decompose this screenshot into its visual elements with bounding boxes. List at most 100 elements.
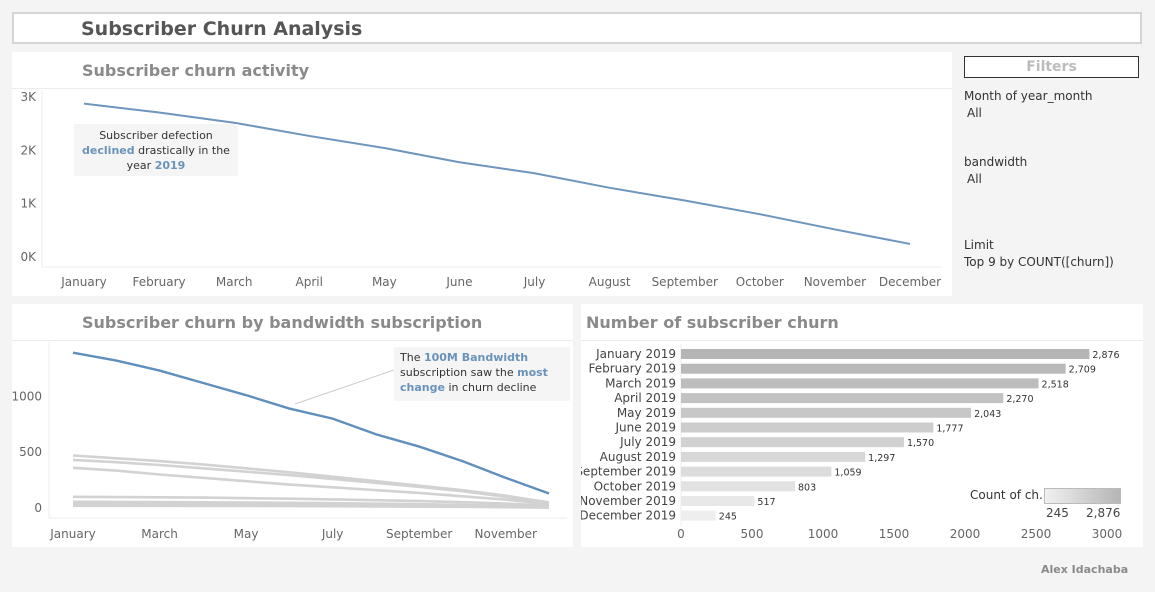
churn-bar — [681, 481, 796, 492]
churn-bar — [681, 393, 1004, 404]
bar-category-label: January 2019 — [595, 347, 676, 361]
bar-category-label: May 2019 — [617, 406, 676, 420]
x-tick-label: November — [804, 275, 866, 289]
x-tick-label: 500 — [741, 527, 764, 541]
x-tick-label: August — [589, 275, 631, 289]
legend-min: 245 — [1046, 506, 1069, 520]
bandwidth-100m-line — [72, 351, 550, 495]
bar-value-label: 803 — [798, 482, 816, 493]
y-tick-label: 1000 — [12, 389, 42, 403]
bar-value-label: 245 — [719, 512, 737, 523]
x-tick-label: 2500 — [1021, 527, 1052, 541]
x-tick-label: September — [386, 527, 452, 541]
x-tick-label: 1500 — [879, 527, 910, 541]
churn-bar — [681, 378, 1039, 389]
churn-bar — [681, 363, 1066, 374]
annotation-highlight: declined — [82, 144, 135, 157]
churn-bar — [681, 407, 972, 418]
bar-value-label: 2,043 — [974, 409, 1001, 420]
churn-activity-annotation: Subscriber defection declined drasticall… — [74, 124, 238, 176]
x-tick-label: January — [60, 275, 107, 289]
annotation-highlight: 100M Bandwidth — [423, 351, 529, 364]
x-tick-label: 2000 — [950, 527, 981, 541]
x-tick-label: 3000 — [1092, 527, 1123, 541]
bar-category-label: February 2019 — [588, 362, 676, 376]
y-tick-label: 0K — [20, 250, 37, 264]
bar-value-label: 2,876 — [1092, 350, 1119, 361]
churn-count-panel[interactable]: Number of subscriber churn January 2019 2… — [581, 304, 1143, 547]
churn-count-chart[interactable]: January 2019 2,876 February 2019 2,709 March… — [581, 304, 1143, 547]
x-tick-label: May — [372, 275, 397, 289]
annotation-text: Subscriber defection — [99, 129, 213, 142]
bar-category-label: July 2019 — [619, 435, 676, 449]
bandwidth-series-line — [72, 458, 550, 505]
bandwidth-series-line — [73, 504, 550, 509]
x-tick-label: July — [523, 275, 546, 289]
x-tick-label: March — [216, 275, 253, 289]
x-tick-label: 0 — [677, 527, 685, 541]
bar-category-label: April 2019 — [614, 391, 676, 405]
bar-category-label: March 2019 — [605, 376, 676, 390]
bar-category-label: September 2019 — [581, 465, 676, 479]
legend-gradient — [1044, 488, 1121, 504]
churn-bar — [681, 451, 866, 462]
x-tick-label: July — [321, 527, 344, 541]
dashboard-title-bar: Subscriber Churn Analysis — [12, 12, 1142, 44]
x-tick-label: February — [132, 275, 185, 289]
bar-category-label: August 2019 — [600, 450, 676, 464]
y-tick-label: 1K — [20, 197, 37, 211]
author-credit: Alex Idachaba — [1041, 563, 1129, 576]
bar-value-label: 1,297 — [868, 453, 895, 464]
bandwidth-series-line — [72, 495, 550, 507]
annotation-pointer — [294, 369, 395, 405]
annotation-text: The — [400, 351, 421, 364]
bar-value-label: 1,570 — [907, 438, 934, 449]
annotation-text: subscription saw the — [400, 366, 514, 379]
churn-series-line — [83, 102, 911, 245]
x-tick-label: October — [736, 275, 784, 289]
x-tick-label: November — [475, 527, 537, 541]
x-tick-label: September — [652, 275, 718, 289]
month-filter-value[interactable]: All — [967, 106, 982, 120]
panel-divider — [581, 340, 1143, 341]
churn-bar — [681, 510, 716, 521]
bar-value-label: 2,518 — [1042, 379, 1069, 390]
x-tick-label: May — [234, 527, 259, 541]
x-tick-label: 1000 — [808, 527, 839, 541]
dashboard-title: Subscriber Churn Analysis — [81, 18, 363, 40]
limit-filter-value[interactable]: Top 9 by COUNT([churn]) — [964, 255, 1114, 269]
panel-divider — [12, 340, 573, 341]
annotation-text: in churn decline — [448, 381, 537, 394]
month-filter-label: Month of year_month — [964, 89, 1093, 103]
bandwidth-title: Subscriber churn by bandwidth subscripti… — [82, 313, 483, 332]
bandwidth-series-line — [72, 454, 550, 504]
filters-header: Filters — [964, 56, 1139, 78]
bar-value-label: 1,059 — [834, 468, 861, 479]
bandwidth-chart[interactable]: 0 500 1000 January March May July September Nove… — [12, 304, 573, 547]
bar-value-label: 2,270 — [1006, 394, 1033, 405]
y-tick-label: 0 — [34, 501, 42, 515]
churn-activity-title: Subscriber churn activity — [82, 61, 310, 80]
bandwidth-panel[interactable]: Subscriber churn by bandwidth subscripti… — [12, 304, 573, 547]
legend-title: Count of ch.. — [970, 488, 1047, 502]
panel-divider — [12, 88, 952, 89]
x-tick-label: April — [296, 275, 323, 289]
limit-filter-label: Limit — [964, 238, 994, 252]
annotation-highlight: most — [517, 366, 548, 379]
y-tick-label: 500 — [19, 445, 42, 459]
bar-value-label: 1,777 — [936, 424, 963, 435]
churn-activity-panel[interactable]: Subscriber churn activity 0K 1K 2K 3K Januar… — [12, 52, 952, 296]
x-tick-label: June — [445, 275, 472, 289]
churn-bar — [681, 496, 755, 506]
bar-category-label: October 2019 — [594, 479, 676, 493]
annotation-text: drastically in the — [138, 144, 230, 157]
x-tick-label: December — [879, 275, 941, 289]
churn-count-title: Number of subscriber churn — [586, 313, 839, 332]
y-tick-label: 3K — [20, 90, 37, 104]
bandwidth-filter-value[interactable]: All — [967, 172, 982, 186]
y-tick-label: 2K — [20, 143, 37, 157]
annotation-text: year — [126, 159, 152, 172]
churn-activity-chart[interactable]: 0K 1K 2K 3K January February March April May June… — [12, 52, 952, 296]
churn-bar — [681, 466, 832, 477]
churn-bar — [681, 422, 934, 433]
